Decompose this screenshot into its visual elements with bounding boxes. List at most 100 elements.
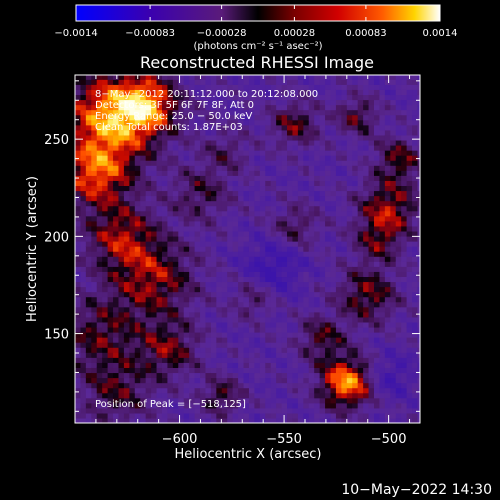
heatmap-cell bbox=[406, 337, 413, 343]
heatmap-cell bbox=[281, 271, 288, 278]
heatmap-cell bbox=[238, 104, 245, 111]
heatmap-cell bbox=[384, 84, 391, 90]
heatmap-cell bbox=[341, 417, 348, 423]
heatmap-cell bbox=[80, 150, 87, 156]
heatmap-cell bbox=[118, 160, 125, 166]
heatmap-cell bbox=[368, 337, 375, 343]
heatmap-cell bbox=[330, 129, 337, 136]
heatmap-cell bbox=[227, 155, 234, 161]
heatmap-cell bbox=[134, 225, 141, 232]
heatmap-cell bbox=[205, 150, 212, 156]
heatmap-cell bbox=[325, 235, 332, 242]
heatmap-cell bbox=[118, 180, 125, 187]
heatmap-cell bbox=[346, 377, 353, 384]
heatmap-cell bbox=[292, 200, 299, 207]
heatmap-cell bbox=[330, 155, 337, 161]
heatmap-cell bbox=[75, 321, 82, 328]
heatmap-cell bbox=[297, 215, 304, 222]
heatmap-cell bbox=[123, 392, 130, 399]
heatmap-cell bbox=[232, 190, 239, 197]
heatmap-cell bbox=[276, 402, 283, 409]
heatmap-cell bbox=[259, 165, 266, 171]
heatmap-cell bbox=[395, 372, 402, 379]
heatmap-cell bbox=[417, 296, 420, 303]
heatmap-cell bbox=[216, 114, 223, 121]
heatmap-cell bbox=[205, 326, 212, 333]
heatmap-cell bbox=[134, 119, 141, 126]
heatmap-cell bbox=[265, 417, 272, 423]
heatmap-cell bbox=[189, 180, 196, 187]
heatmap-cell bbox=[254, 372, 261, 379]
heatmap-cell bbox=[134, 195, 141, 202]
heatmap-cell bbox=[352, 75, 359, 80]
heatmap-cell bbox=[276, 160, 283, 166]
heatmap-cell bbox=[107, 382, 114, 389]
heatmap-cell bbox=[308, 235, 315, 242]
heatmap-cell bbox=[178, 134, 185, 141]
heatmap-cell bbox=[102, 175, 109, 181]
heatmap-cell bbox=[297, 347, 304, 353]
heatmap-cell bbox=[379, 362, 386, 368]
heatmap-cell bbox=[178, 195, 185, 202]
heatmap-cell bbox=[292, 144, 299, 151]
heatmap-cell bbox=[118, 321, 125, 328]
heatmap-cell bbox=[265, 104, 272, 111]
heatmap-cell bbox=[118, 291, 125, 298]
heatmap-cell bbox=[265, 241, 272, 247]
heatmap-cell bbox=[118, 89, 125, 96]
heatmap-cell bbox=[406, 84, 413, 90]
heatmap-cell bbox=[232, 271, 239, 278]
heatmap-cell bbox=[210, 160, 217, 166]
heatmap-cell bbox=[259, 402, 266, 409]
heatmap-cell bbox=[129, 119, 136, 126]
heatmap-cell bbox=[134, 286, 141, 293]
heatmap-cell bbox=[243, 75, 250, 80]
heatmap-cell bbox=[292, 195, 299, 202]
heatmap-cell bbox=[134, 352, 141, 358]
heatmap-cell bbox=[325, 210, 332, 217]
heatmap-cell bbox=[134, 150, 141, 156]
heatmap-cell bbox=[395, 84, 402, 90]
heatmap-cell bbox=[368, 84, 375, 90]
heatmap-cell bbox=[221, 387, 228, 394]
heatmap-cell bbox=[216, 337, 223, 343]
heatmap-cell bbox=[384, 129, 391, 136]
heatmap-cell bbox=[401, 180, 408, 187]
heatmap-cell bbox=[221, 291, 228, 298]
heatmap-cell bbox=[254, 397, 261, 404]
heatmap-cell bbox=[189, 134, 196, 141]
heatmap-cell bbox=[205, 286, 212, 293]
heatmap-cell bbox=[379, 99, 386, 106]
heatmap-cell bbox=[75, 215, 82, 222]
heatmap-cell bbox=[281, 180, 288, 187]
heatmap-cell bbox=[384, 230, 391, 237]
heatmap-cell bbox=[319, 251, 326, 257]
heatmap-cell bbox=[243, 150, 250, 156]
heatmap-cell bbox=[134, 94, 141, 101]
heatmap-cell bbox=[270, 397, 277, 404]
heatmap-cell bbox=[145, 180, 152, 187]
heatmap-cell bbox=[287, 114, 294, 121]
heatmap-cell bbox=[232, 266, 239, 272]
heatmap-cell bbox=[134, 220, 141, 227]
heatmap-cell bbox=[232, 291, 239, 298]
heatmap-cell bbox=[406, 397, 413, 404]
heatmap-cell bbox=[384, 190, 391, 197]
heatmap-cell bbox=[270, 230, 277, 237]
heatmap-cell bbox=[118, 281, 125, 288]
heatmap-cell bbox=[161, 230, 169, 237]
heatmap-cell bbox=[384, 397, 391, 404]
heatmap-cell bbox=[325, 220, 332, 227]
heatmap-cell bbox=[232, 160, 239, 166]
heatmap-cell bbox=[374, 89, 381, 96]
heatmap-cell bbox=[156, 326, 163, 333]
heatmap-cell bbox=[374, 155, 381, 161]
heatmap-cell bbox=[151, 326, 158, 333]
heatmap-cell bbox=[374, 357, 381, 363]
heatmap-cell bbox=[167, 215, 174, 222]
heatmap-cell bbox=[270, 296, 277, 303]
heatmap-cell bbox=[292, 326, 299, 333]
heatmap-cell bbox=[145, 357, 152, 363]
heatmap-cell bbox=[80, 387, 87, 394]
heatmap-cell bbox=[227, 251, 234, 257]
